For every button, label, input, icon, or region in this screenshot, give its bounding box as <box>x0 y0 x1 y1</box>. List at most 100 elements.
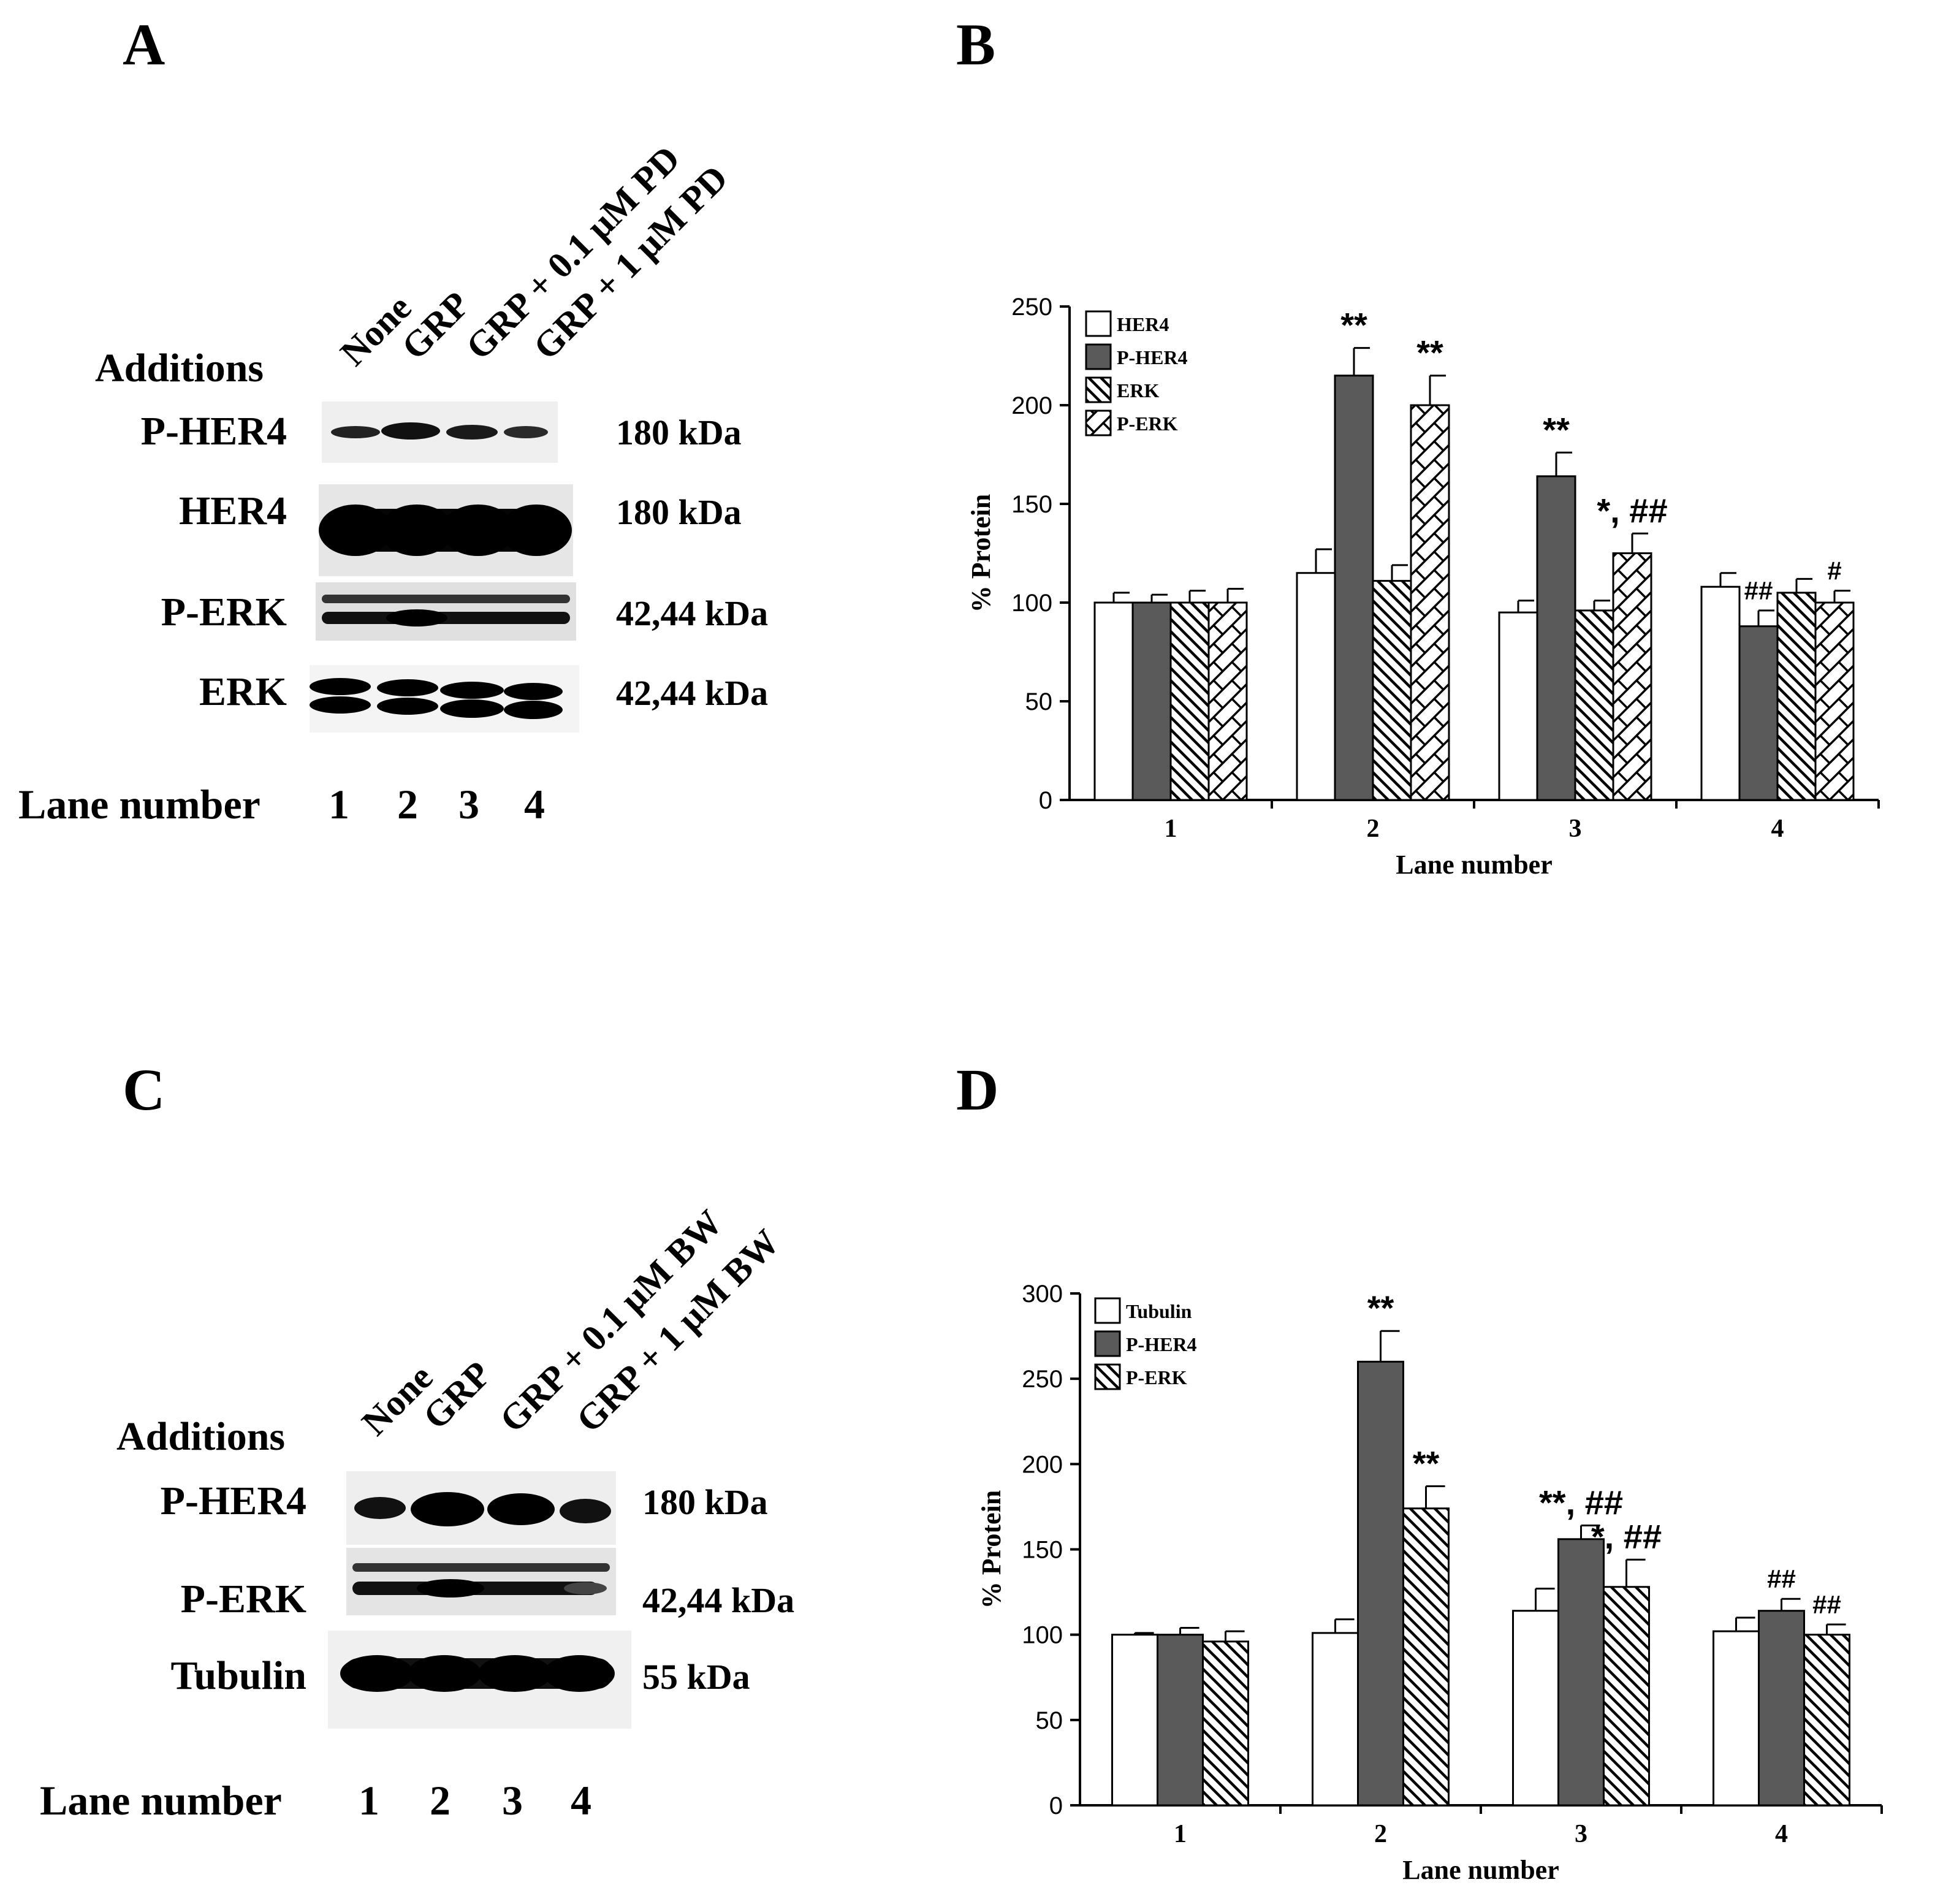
blot-a-row-3-size: 42,44 kDa <box>616 593 768 633</box>
bar <box>1372 580 1412 801</box>
bar <box>1157 1634 1204 1807</box>
bar <box>1738 625 1779 801</box>
legend-label: P-ERK <box>1126 1366 1187 1388</box>
legend-label: Tubulin <box>1126 1300 1192 1322</box>
blot-c: None GRP GRP + 0.1 μM BW GRP + 1 μM BW A… <box>40 1202 794 1824</box>
blot-c-row-3-size: 55 kDa <box>642 1657 750 1697</box>
blot-c-row-1-protein: P-HER4 <box>161 1479 306 1523</box>
y-tick-label: 100 <box>1022 1622 1063 1649</box>
blot-a-lane-1: 1 <box>329 781 349 828</box>
y-tick-label: 250 <box>1022 1366 1063 1393</box>
significance-label: *, ## <box>1597 491 1667 530</box>
blot-a-row-2-protein: HER4 <box>179 489 287 533</box>
bar <box>1093 601 1134 801</box>
blot-c-strip-p-erk <box>346 1548 616 1615</box>
blot-c-additions-label: Additions <box>116 1414 285 1459</box>
x-axis-label: Lane number <box>1402 1855 1559 1885</box>
bar <box>1612 552 1652 801</box>
bar <box>1312 1632 1359 1807</box>
bar <box>1814 601 1855 801</box>
significance-label: ## <box>1744 576 1773 605</box>
legend-swatch <box>1094 1330 1121 1357</box>
blot-c-lane-label: Lane number <box>40 1777 282 1824</box>
panel-letter-d: D <box>956 1057 998 1122</box>
x-tick-label: 2 <box>1367 815 1380 843</box>
bar <box>1202 1640 1249 1807</box>
x-tick-label: 4 <box>1775 1820 1788 1848</box>
y-tick-label: 300 <box>1022 1281 1063 1308</box>
legend-swatch <box>1085 310 1112 337</box>
x-tick-label: 1 <box>1174 1820 1187 1848</box>
y-tick-label: 150 <box>1011 491 1052 518</box>
bar <box>1296 572 1336 801</box>
bar <box>1776 592 1817 801</box>
y-axis-label: % Protein <box>966 494 996 613</box>
blot-a-row-2-size: 180 kDa <box>616 492 742 532</box>
blot-a: None GRP GRP + 0.1 μM PD GRP + 1 μM PD A… <box>18 138 768 828</box>
panel-letter-c: C <box>123 1057 165 1122</box>
blot-a-strip-her4 <box>319 484 573 576</box>
blot-a-lane-2: 2 <box>397 781 418 828</box>
blot-a-row-3-protein: P-ERK <box>161 590 287 634</box>
blot-a-strip-erk <box>310 665 579 733</box>
x-tick-label: 2 <box>1374 1820 1387 1848</box>
blot-c-lane-3: 3 <box>502 1777 523 1824</box>
bar <box>1410 404 1450 801</box>
y-tick-label: 50 <box>1025 688 1053 715</box>
legend-swatch <box>1094 1363 1121 1390</box>
blot-c-lane-4: 4 <box>571 1777 591 1824</box>
significance-label: ** <box>1367 1289 1394 1327</box>
x-tick-label: 1 <box>1165 815 1177 843</box>
bar <box>1357 1360 1404 1807</box>
legend-label: ERK <box>1117 379 1159 402</box>
y-tick-label: 250 <box>1011 294 1052 321</box>
blot-a-row-4-size: 42,44 kDa <box>616 673 768 713</box>
y-axis-label: % Protein <box>976 1490 1006 1609</box>
bar <box>1498 611 1538 801</box>
blot-c-strip-p-her4 <box>346 1471 616 1545</box>
legend-label: P-HER4 <box>1126 1333 1197 1355</box>
bar <box>1713 1630 1760 1807</box>
bar <box>1758 1610 1805 1807</box>
blot-a-row-4-protein: ERK <box>199 669 287 714</box>
x-tick-label: 3 <box>1575 1820 1587 1848</box>
blot-a-strip-p-her4 <box>322 402 558 463</box>
blot-a-lane-3: 3 <box>458 781 479 828</box>
significance-label: ## <box>1812 1590 1841 1619</box>
bar <box>1169 601 1210 801</box>
legend-label: P-ERK <box>1117 413 1178 435</box>
bar <box>1557 1538 1605 1807</box>
significance-label: ** <box>1543 410 1570 449</box>
bar <box>1111 1634 1158 1807</box>
bar <box>1131 601 1172 801</box>
significance-label: ** <box>1413 1444 1440 1483</box>
legend-swatch <box>1085 376 1112 403</box>
blot-a-strip-p-erk <box>316 582 576 641</box>
legend-label: P-HER4 <box>1117 346 1188 368</box>
blot-c-condition-2: GRP <box>416 1354 499 1437</box>
bar <box>1803 1634 1850 1807</box>
bar <box>1603 1586 1650 1807</box>
blot-c-lane-1: 1 <box>359 1777 379 1824</box>
legend-swatch <box>1094 1297 1121 1324</box>
blot-a-lane-label: Lane number <box>18 781 260 828</box>
panel-letter-b: B <box>956 12 995 77</box>
panel-letter-a: A <box>123 12 165 77</box>
significance-label: ** <box>1416 333 1443 372</box>
y-tick-label: 100 <box>1011 590 1052 617</box>
blot-c-row-3-protein: Tubulin <box>171 1653 306 1698</box>
x-tick-label: 3 <box>1569 815 1582 843</box>
legend-swatch <box>1085 409 1112 436</box>
bar <box>1207 601 1248 801</box>
y-tick-label: 50 <box>1036 1707 1063 1734</box>
bar <box>1512 1610 1559 1807</box>
y-tick-label: 200 <box>1022 1451 1063 1478</box>
significance-label: ** <box>1340 306 1367 345</box>
significance-label: ## <box>1767 1564 1796 1593</box>
x-tick-label: 4 <box>1771 815 1784 843</box>
bar <box>1574 609 1614 801</box>
y-tick-label: 0 <box>1049 1792 1063 1819</box>
x-axis-label: Lane number <box>1396 850 1552 880</box>
bar <box>1700 585 1741 801</box>
